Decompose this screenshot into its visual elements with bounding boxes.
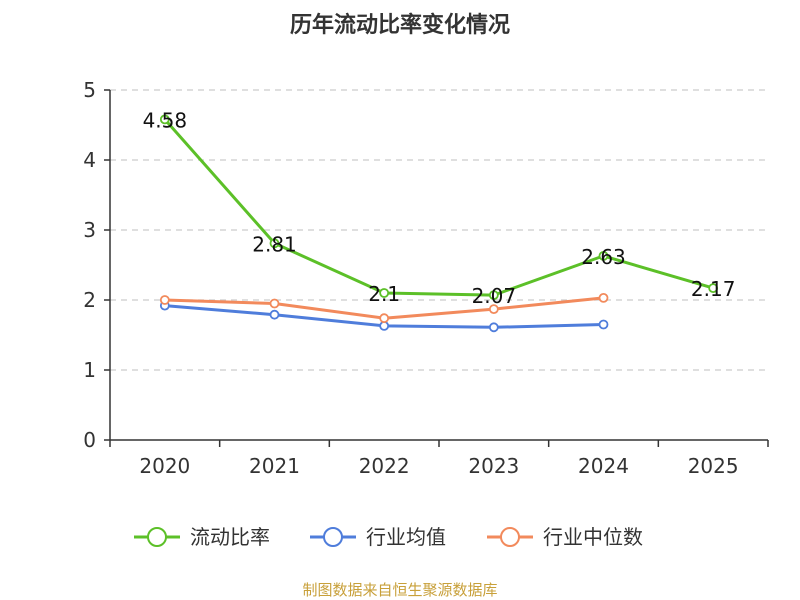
data-label: 2.63 bbox=[581, 245, 626, 269]
legend-marker-1 bbox=[323, 527, 343, 547]
series-group bbox=[159, 114, 719, 333]
data-point bbox=[488, 322, 499, 333]
data-point bbox=[379, 313, 390, 324]
legend-label-2: 行业中位数 bbox=[543, 525, 643, 549]
x-tick-label: 2024 bbox=[578, 454, 629, 478]
x-tick-label: 2023 bbox=[468, 454, 519, 478]
data-point bbox=[598, 292, 609, 303]
source-note: 制图数据来自恒生聚源数据库 bbox=[302, 581, 497, 599]
data-point bbox=[159, 295, 170, 305]
data-label: 4.58 bbox=[143, 108, 188, 132]
data-point bbox=[269, 298, 280, 309]
x-tick-label: 2020 bbox=[139, 454, 190, 478]
data-point bbox=[598, 319, 609, 330]
data-label: 2.1 bbox=[368, 282, 400, 306]
data-point bbox=[379, 288, 390, 298]
legend-marker-2 bbox=[500, 527, 520, 547]
x-tick-label: 2022 bbox=[359, 454, 410, 478]
y-tick-label: 5 bbox=[83, 78, 96, 102]
data-point bbox=[159, 114, 170, 125]
x-tick-label: 2025 bbox=[688, 454, 739, 478]
data-point bbox=[488, 304, 499, 315]
data-point bbox=[598, 250, 609, 261]
legend-label-1: 行业均值 bbox=[366, 525, 446, 549]
y-tick-label: 3 bbox=[83, 218, 96, 242]
data-point bbox=[269, 238, 280, 249]
y-tick-label: 1 bbox=[83, 358, 96, 382]
y-tick-label: 2 bbox=[83, 288, 96, 312]
axes: 0 1 2 3 4 5 2020 2021 2022 2023 2024 2025 bbox=[83, 78, 769, 478]
data-point bbox=[269, 309, 280, 320]
data-label: 2.17 bbox=[691, 277, 736, 301]
chart-title: 历年流动比率变化情况 bbox=[290, 12, 510, 38]
y-tick-label: 4 bbox=[83, 148, 96, 172]
data-label: 2.81 bbox=[252, 232, 297, 256]
x-tick-label: 2021 bbox=[249, 454, 300, 478]
data-labels: 4.58 2.81 2.1 2.07 2.63 2.17 bbox=[143, 108, 736, 308]
data-point bbox=[708, 283, 719, 294]
legend-label-0: 流动比率 bbox=[190, 525, 270, 549]
data-point bbox=[488, 290, 499, 301]
legend: 流动比率 行业均值 行业中位数 bbox=[134, 525, 643, 549]
y-tick-label: 0 bbox=[83, 428, 96, 452]
data-label: 2.07 bbox=[472, 284, 517, 308]
series-line-0 bbox=[163, 118, 714, 297]
legend-marker-0 bbox=[147, 527, 167, 547]
